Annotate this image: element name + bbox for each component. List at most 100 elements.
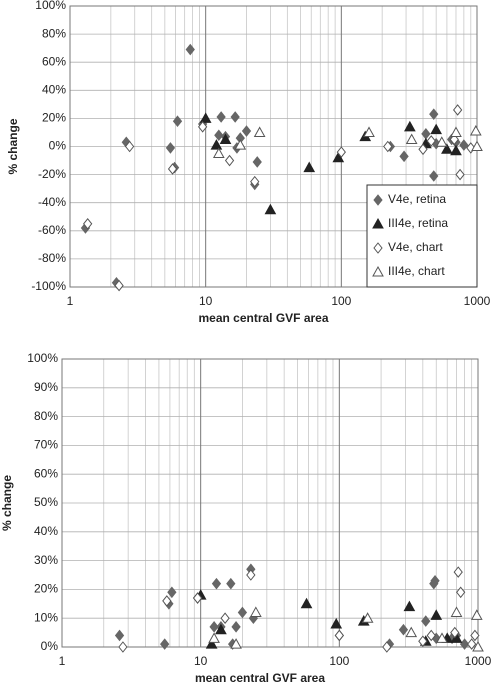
point	[300, 597, 313, 609]
point	[426, 629, 436, 642]
x-tick-label: 10	[199, 294, 213, 308]
point	[185, 43, 195, 56]
y-tick-label: 80%	[42, 26, 66, 40]
x-tick-label: 1000	[465, 654, 492, 668]
x-tick-label: 1	[59, 654, 66, 668]
point	[172, 115, 183, 128]
point	[430, 609, 443, 620]
y-tick-label: 100%	[27, 351, 58, 365]
x-tick-label: 100	[331, 294, 351, 308]
point	[231, 621, 241, 633]
point	[456, 586, 466, 599]
point	[449, 133, 459, 146]
point	[118, 641, 128, 653]
y-tick-label: -80%	[38, 251, 66, 265]
legend-marker	[372, 217, 384, 229]
point	[199, 112, 212, 123]
legend-marker	[373, 242, 383, 254]
plot-frame	[61, 358, 479, 648]
point	[253, 126, 266, 137]
point	[450, 126, 462, 137]
y-tick-label: 10%	[34, 610, 58, 624]
point	[472, 640, 484, 652]
legend-marker	[372, 265, 384, 277]
point	[250, 175, 260, 188]
point	[436, 632, 448, 643]
y-tick-label: 60%	[42, 54, 66, 68]
x-tick-label: 1000	[464, 294, 491, 308]
point	[469, 125, 482, 136]
point	[450, 606, 463, 617]
legend-label: III4e, chart	[388, 264, 445, 278]
y-axis-title: % change	[6, 118, 20, 174]
point	[214, 129, 224, 142]
point	[216, 111, 226, 123]
y-tick-label: 50%	[34, 495, 58, 509]
point	[114, 279, 124, 292]
point	[429, 108, 439, 120]
point	[470, 609, 483, 620]
point	[230, 111, 240, 123]
point	[220, 612, 230, 625]
legend-box	[366, 184, 478, 288]
point	[421, 615, 431, 627]
point	[224, 154, 235, 167]
point	[124, 140, 135, 153]
point	[399, 150, 409, 163]
point	[160, 638, 170, 650]
x-tick-label: 10	[194, 654, 208, 668]
y-tick-label: -20%	[38, 167, 66, 181]
legend-marker	[373, 194, 383, 206]
point	[83, 217, 93, 230]
y-tick-label: 70%	[34, 438, 58, 452]
point	[363, 126, 375, 137]
legend-label: III4e, retina	[388, 216, 448, 230]
point	[165, 142, 176, 154]
point	[430, 574, 440, 587]
y-tick-label: -60%	[38, 223, 66, 237]
point	[430, 123, 443, 135]
point	[226, 577, 236, 590]
point	[398, 623, 409, 636]
point	[453, 104, 463, 116]
point	[453, 566, 463, 578]
point	[230, 638, 242, 649]
point	[405, 133, 418, 144]
y-tick-label: 100%	[35, 0, 66, 12]
point	[361, 612, 374, 623]
point	[209, 621, 219, 633]
point	[212, 147, 225, 159]
point	[467, 638, 477, 650]
point	[167, 163, 178, 175]
point	[208, 632, 220, 643]
y-tick-label: 20%	[34, 582, 58, 596]
point	[418, 635, 428, 648]
y-tick-label: 60%	[34, 466, 58, 480]
point	[162, 595, 172, 607]
point	[249, 606, 262, 617]
y-tick-label: -100%	[31, 279, 66, 293]
point	[470, 629, 480, 642]
point	[383, 140, 393, 153]
point	[450, 144, 462, 156]
legend-label: V4e, chart	[388, 240, 443, 254]
y-tick-label: 30%	[34, 553, 58, 567]
y-tick-label: 0%	[41, 639, 59, 653]
point	[114, 629, 125, 642]
point	[211, 577, 222, 590]
point	[303, 161, 316, 173]
point	[198, 121, 208, 133]
point	[334, 629, 344, 642]
point	[237, 606, 248, 619]
point	[418, 143, 428, 156]
point	[435, 136, 448, 147]
point	[205, 638, 218, 649]
point	[450, 626, 460, 639]
point	[264, 203, 277, 215]
y-tick-label: 0%	[49, 139, 67, 153]
point	[330, 617, 343, 629]
point	[252, 156, 262, 168]
point	[471, 140, 483, 151]
y-axis-title: % change	[0, 475, 14, 531]
